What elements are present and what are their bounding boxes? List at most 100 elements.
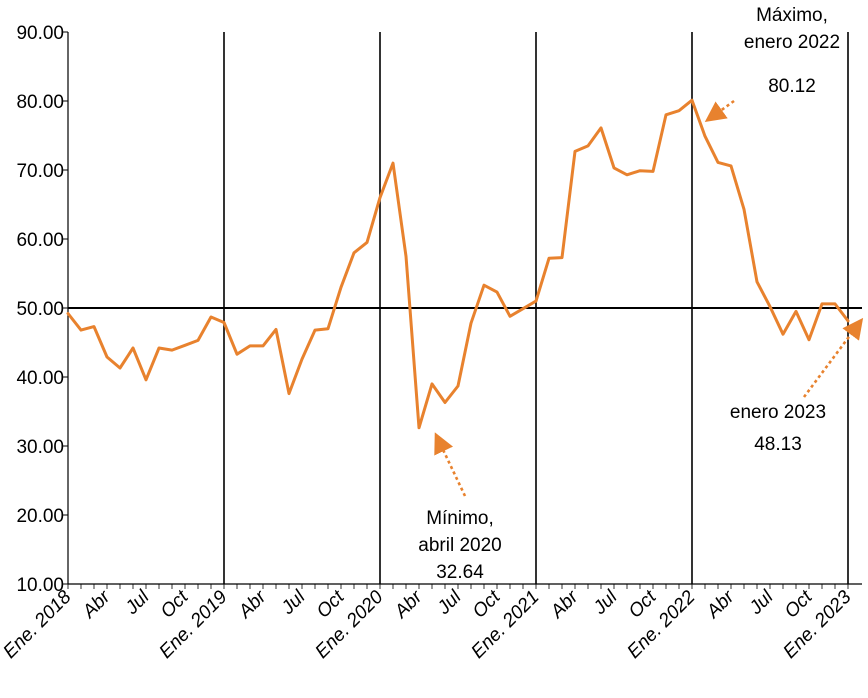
data-point: [560, 256, 564, 259]
data-point: [651, 170, 655, 173]
data-point: [599, 126, 603, 130]
data-point: [573, 150, 577, 153]
data-point: [482, 284, 486, 287]
data-point: [664, 113, 668, 117]
y-tick-label: 50.00: [16, 299, 64, 320]
data-point: [248, 344, 252, 348]
data-point: [534, 299, 538, 303]
annotation-text: 32.64: [436, 562, 484, 583]
data-point: [586, 144, 590, 148]
data-point: [781, 333, 785, 336]
data-point: [443, 401, 447, 404]
data-point: [508, 315, 512, 318]
data-point: [391, 161, 395, 165]
data-point: [118, 366, 122, 370]
axes: [67, 32, 862, 585]
data-point: [105, 355, 109, 359]
data-point: [521, 307, 525, 310]
y-tick-label: 90.00: [16, 23, 64, 44]
data-point: [846, 319, 850, 323]
series-line: [66, 98, 850, 430]
data-point: [755, 280, 759, 283]
data-point: [209, 315, 213, 319]
data-point: [365, 241, 369, 244]
x-tick-label: Abr: [78, 586, 115, 623]
data-point: [183, 344, 187, 347]
x-tick-label: Ene. 2018: [0, 586, 76, 662]
annotation-max: Máximo, enero 2022 80.12: [704, 5, 840, 123]
y-tick-label: 40.00: [16, 368, 64, 389]
y-tick-label: 70.00: [16, 161, 64, 182]
data-point: [716, 161, 720, 164]
y-tick-label: 80.00: [16, 92, 64, 113]
y-tick-label: 10.00: [16, 575, 64, 596]
data-point: [729, 164, 733, 168]
x-tick-label: Jul: [745, 586, 778, 619]
annotation-arrow: [434, 432, 467, 497]
x-tick-label: Abr: [702, 586, 739, 623]
annotation-text: 80.12: [768, 76, 816, 97]
x-tick-label: Abr: [390, 586, 427, 623]
data-point: [638, 169, 642, 172]
data-point: [235, 353, 239, 356]
data-point: [807, 338, 811, 341]
annotation-arrow: [704, 99, 735, 123]
data-point: [703, 134, 707, 138]
annotations: Máximo, enero 2022 80.12 Mínimo, abril 2020 3…: [418, 5, 864, 583]
annotation-text: Mínimo,: [426, 508, 494, 529]
x-tick-label: Jul: [121, 586, 154, 619]
data-point: [352, 251, 356, 254]
annotation-text: abril 2020: [418, 535, 501, 556]
data-point: [820, 302, 824, 306]
data-point: [456, 384, 460, 388]
data-point: [170, 348, 174, 352]
data-point: [196, 339, 200, 342]
data-point: [833, 302, 837, 306]
data-point: [404, 255, 408, 258]
x-tick-label: Jul: [277, 586, 310, 619]
data-point: [768, 305, 772, 308]
data-point: [326, 327, 330, 330]
x-tick-label: Abr: [546, 586, 583, 623]
data-point: [274, 328, 278, 331]
data-point: [430, 382, 434, 386]
data-point: [690, 98, 694, 102]
data-point: [92, 325, 96, 328]
series-line-0: [66, 98, 850, 430]
annotation-text: enero 2023: [730, 402, 826, 423]
y-tick-label: 30.00: [16, 437, 64, 458]
data-point: [378, 196, 382, 199]
data-point: [79, 328, 83, 332]
data-point: [547, 257, 551, 260]
data-point: [417, 426, 421, 429]
data-point: [313, 328, 317, 332]
annotation-text: 48.13: [754, 434, 802, 455]
data-point: [300, 357, 304, 361]
x-tick-label: Abr: [234, 586, 271, 623]
data-point: [495, 290, 499, 294]
data-point: [287, 392, 291, 395]
data-point: [625, 173, 629, 177]
annotation-text: Máximo,: [756, 5, 828, 26]
data-point: [66, 312, 70, 315]
x-tick-label: Jul: [589, 586, 622, 619]
y-tick-label: 60.00: [16, 230, 64, 251]
data-point: [677, 109, 681, 112]
data-point: [131, 346, 135, 350]
annotation-arrow: [802, 317, 864, 398]
data-point: [157, 346, 161, 350]
annotation-last: enero 2023 48.13: [730, 317, 864, 455]
data-point: [469, 321, 473, 325]
y-axis-ticks: 10.00 20.00 30.00 40.00 50.00 60.00 70.00 80.00…: [16, 23, 68, 596]
data-point: [261, 344, 265, 348]
data-point: [794, 310, 798, 313]
data-point: [742, 208, 746, 211]
annotation-min: Mínimo, abril 2020 32.64: [418, 432, 502, 583]
x-tick-label: Jul: [433, 586, 466, 619]
data-point: [339, 286, 343, 289]
y-tick-label: 20.00: [16, 506, 64, 527]
annotation-text: enero 2022: [744, 32, 840, 53]
data-point: [612, 166, 616, 170]
